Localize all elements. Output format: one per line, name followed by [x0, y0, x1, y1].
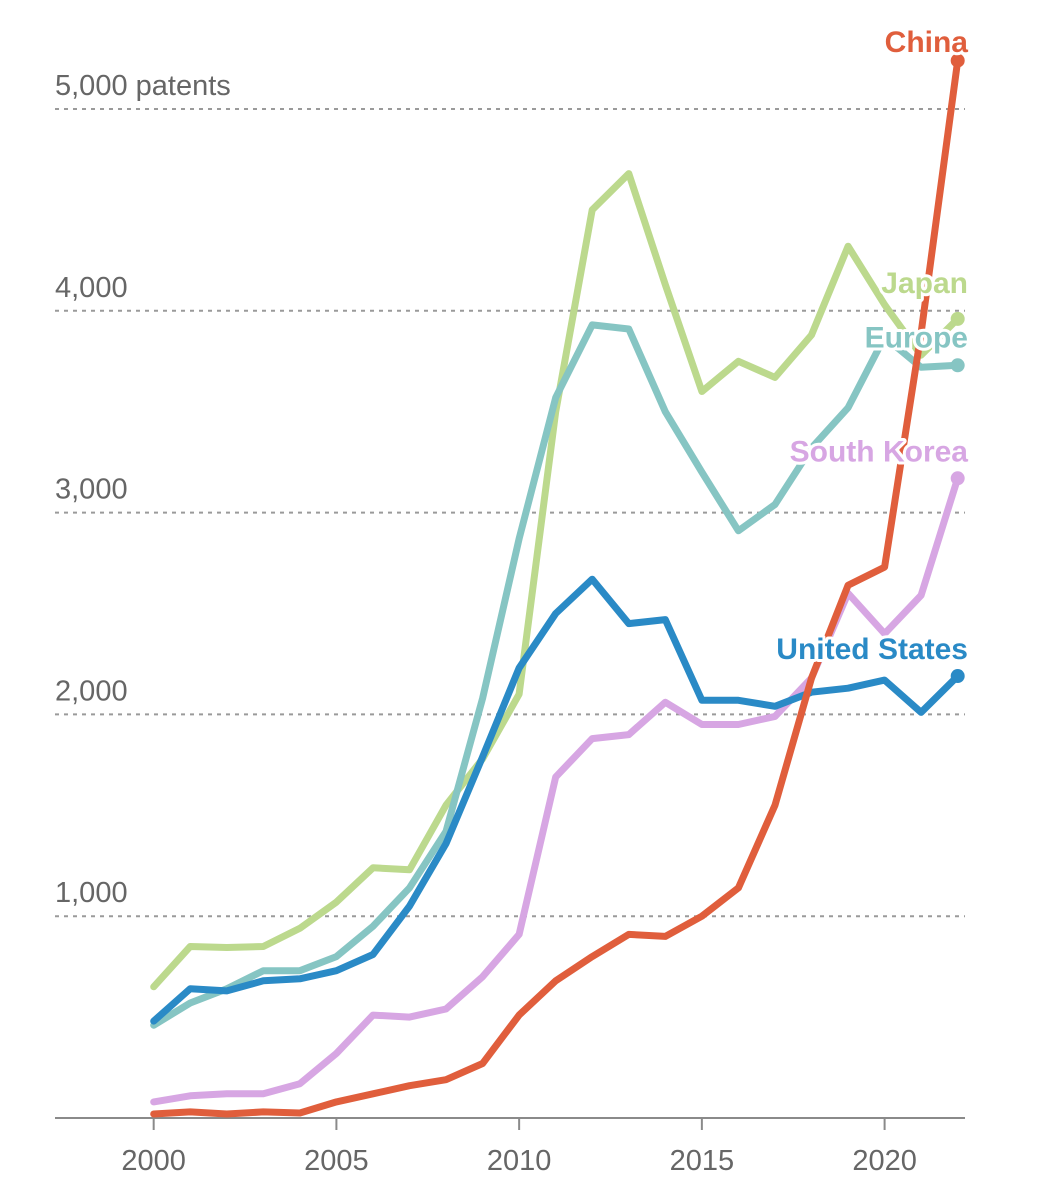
series-labels: Japan Europe South Korea United States China [773, 23, 971, 669]
series-lines [150, 53, 965, 1118]
series-line-china [150, 57, 962, 1118]
series-label-china: China [885, 26, 969, 59]
x-axis: 2000 2005 2010 2015 2020 [55, 1117, 965, 1177]
series-line-south-korea [150, 474, 962, 1106]
y-tick-label: 1,000 [55, 877, 128, 909]
series-label-europe: Europe [865, 321, 968, 354]
x-tick-label: 2010 [487, 1145, 552, 1177]
series-end-point-united-states [950, 669, 965, 684]
y-tick-label: 3,000 [55, 474, 128, 506]
y-tick-label: 4,000 [55, 272, 128, 304]
series-end-point-china [950, 53, 965, 68]
x-tick-label: 2015 [670, 1145, 735, 1177]
x-tick-label: 2005 [304, 1145, 369, 1177]
x-tick-label: 2020 [852, 1145, 917, 1177]
series-end-point-europe [950, 358, 965, 373]
series-label-south-korea: South Korea [790, 435, 969, 468]
series-label-japan: Japan [881, 267, 968, 300]
series-end-point-south-korea [950, 471, 965, 486]
series-line-japan [150, 170, 962, 991]
series-label-united-states: United States [776, 633, 968, 666]
y-tick-label: 2,000 [55, 675, 128, 707]
series-end-point-japan [950, 311, 965, 326]
x-tick-label: 2000 [121, 1145, 186, 1177]
series-line-europe [150, 321, 962, 1029]
series-line-united-states [150, 575, 962, 1025]
y-tick-labels: 5,000 patents 4,000 3,000 2,000 1,000 [55, 70, 231, 909]
y-tick-label: 5,000 patents [55, 70, 231, 102]
grid-lines [55, 108, 965, 918]
